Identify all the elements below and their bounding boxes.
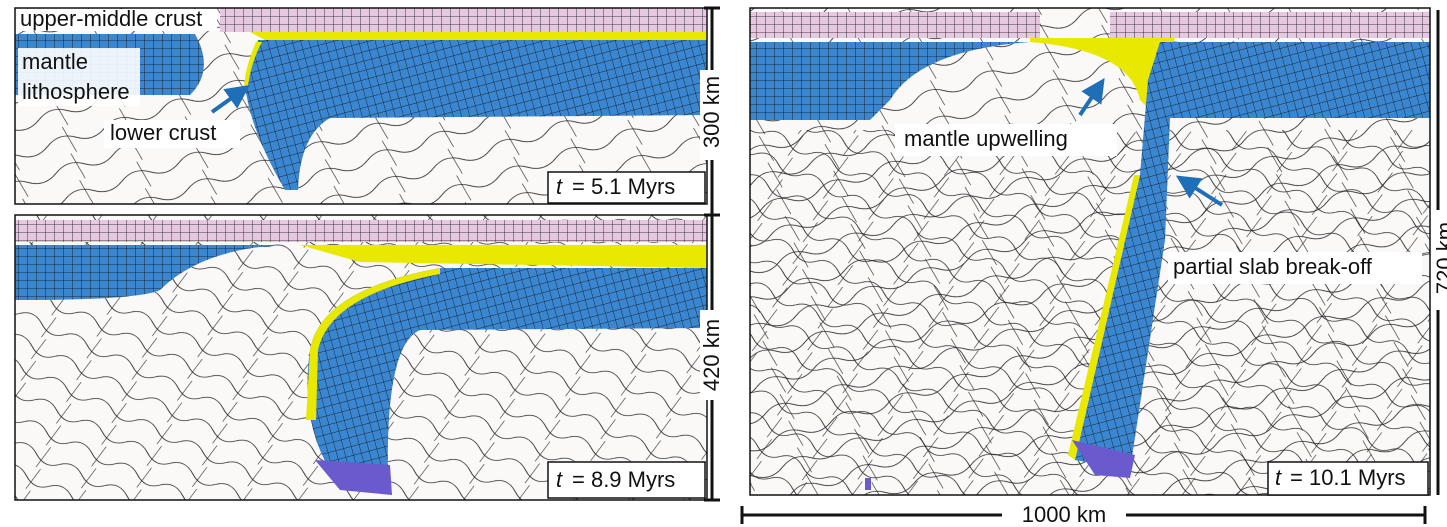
figure: upper-middle crust mantle lithosphere lo… [0, 0, 1447, 527]
annotation: lower crust [110, 120, 216, 145]
annotation: mantle [22, 49, 88, 74]
time-value: = 10.1 Myrs [1290, 465, 1406, 490]
crust-mesh [750, 12, 1040, 38]
depth-scale-right: 720 km [1432, 10, 1447, 495]
annotation: upper-middle crust [20, 6, 202, 31]
annotation: lithosphere [22, 79, 130, 104]
time-symbol: t [1275, 465, 1282, 490]
scale-label: 720 km [1432, 222, 1447, 294]
panel-3: mantle upwelling partial slab break-off … [750, 8, 1430, 495]
scale-label: 420 km [699, 319, 724, 391]
eclogite [865, 478, 871, 490]
panel-2: t = 8.9 Myrs [15, 215, 707, 500]
panel-1: upper-middle crust mantle lithosphere lo… [15, 6, 707, 204]
time-symbol: t [556, 467, 563, 492]
time-value: = 8.9 Myrs [572, 467, 675, 492]
width-scale: 1000 km [742, 502, 1425, 527]
crust-mesh [15, 220, 707, 242]
page: {"annotations": {"upper_middle_crust": "… [0, 0, 1447, 527]
time-symbol: t [556, 174, 563, 199]
crust-mesh [220, 8, 707, 32]
time-value: = 5.1 Myrs [572, 174, 675, 199]
annotation: mantle upwelling [904, 126, 1068, 151]
crust-mesh [1110, 12, 1430, 38]
annotation: partial slab break-off [1173, 254, 1373, 279]
scale-label: 300 km [699, 76, 724, 148]
lower-crust [250, 32, 707, 40]
scale-label: 1000 km [1022, 502, 1106, 527]
